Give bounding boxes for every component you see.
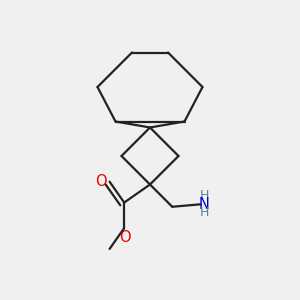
Text: H: H [200, 189, 209, 203]
Text: N: N [199, 197, 210, 212]
Text: O: O [119, 230, 130, 245]
Text: O: O [95, 174, 106, 189]
Text: H: H [200, 206, 209, 219]
